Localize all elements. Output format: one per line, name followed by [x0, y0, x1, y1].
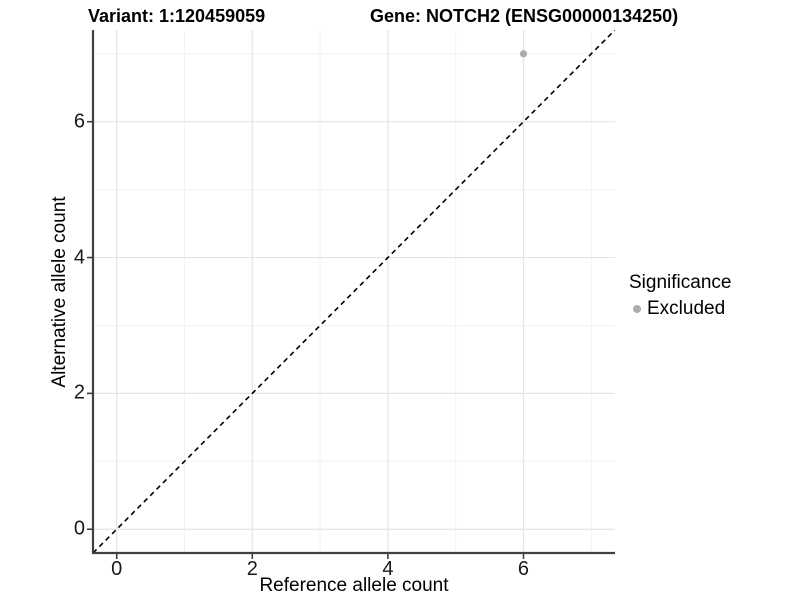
y-tick-label: 6	[73, 110, 85, 133]
legend-key-dot-icon	[633, 305, 641, 313]
gene-title: Gene: NOTCH2 (ENSG00000134250)	[370, 6, 679, 26]
x-tick-label: 4	[382, 558, 394, 580]
x-tick-label: 6	[517, 558, 530, 580]
legend: Significance Excluded	[629, 272, 731, 320]
y-tick-label: 4	[73, 246, 85, 269]
legend-title: Significance	[629, 272, 732, 293]
legend-item-label: Excluded	[647, 298, 726, 319]
x-axis-title: Reference allele count	[259, 575, 449, 596]
y-axis-title: Alternative allele count	[49, 196, 70, 388]
identity-dashed-line	[93, 30, 615, 553]
legend-item-excluded: Excluded	[629, 298, 731, 320]
x-tick-label: 0	[111, 558, 123, 580]
y-tick-label: 0	[73, 517, 85, 540]
variant-title: Variant: 1:120459059	[88, 6, 266, 26]
y-tick-label: 2	[73, 381, 85, 404]
data-point	[519, 50, 528, 58]
x-tick-label: 2	[246, 558, 258, 580]
